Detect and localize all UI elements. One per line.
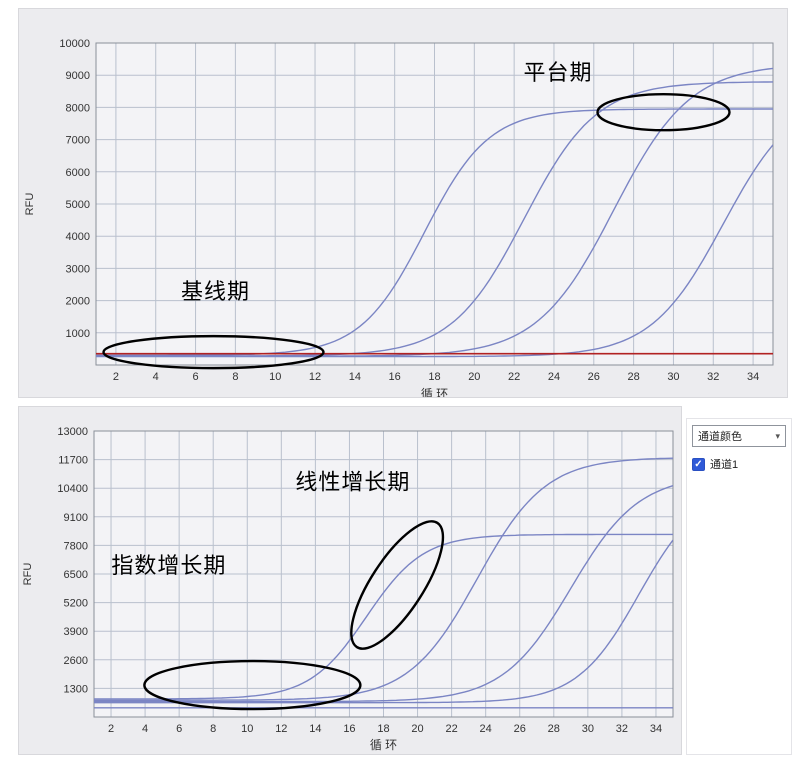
svg-text:2: 2 <box>113 371 119 383</box>
channel-panel: 通道颜色 ▾ ✓ 通道1 <box>686 418 792 755</box>
chevron-down-icon: ▾ <box>775 430 780 441</box>
svg-text:4000: 4000 <box>66 231 90 243</box>
channel-color-dropdown[interactable]: 通道颜色 ▾ <box>692 425 786 447</box>
svg-text:18: 18 <box>377 723 389 735</box>
svg-text:22: 22 <box>445 723 457 735</box>
chart-bottom-svg: 1300 2600 3900 5200 6500 7800 9100 10400 11700 13… <box>22 426 674 752</box>
svg-text:10400: 10400 <box>57 483 88 495</box>
svg-text:6: 6 <box>192 371 198 383</box>
svg-text:6: 6 <box>176 723 182 735</box>
svg-text:9100: 9100 <box>64 512 88 524</box>
svg-text:12: 12 <box>275 723 287 735</box>
svg-text:线性增长期: 线性增长期 <box>295 470 410 495</box>
svg-text:14: 14 <box>349 371 361 383</box>
svg-text:循 环: 循 环 <box>421 387 448 397</box>
svg-text:8000: 8000 <box>66 102 90 114</box>
svg-text:16: 16 <box>343 723 355 735</box>
channel-color-dropdown-label: 通道颜色 <box>698 431 742 443</box>
svg-text:10: 10 <box>241 723 253 735</box>
chart-top-svg: 1000 2000 3000 4000 5000 6000 7000 8000 9000 1000… <box>24 38 774 397</box>
channel1-label: 通道1 <box>710 459 739 471</box>
svg-text:11700: 11700 <box>58 455 88 467</box>
svg-text:28: 28 <box>627 371 639 383</box>
svg-text:12: 12 <box>309 371 321 383</box>
svg-text:1000: 1000 <box>66 328 90 340</box>
channel1-checkbox[interactable]: ✓ <box>692 457 705 471</box>
svg-text:循 环: 循 环 <box>370 738 397 752</box>
svg-text:20: 20 <box>468 371 480 383</box>
svg-text:4: 4 <box>142 723 148 735</box>
svg-text:14: 14 <box>309 723 321 735</box>
svg-text:10000: 10000 <box>59 38 90 50</box>
svg-text:1300: 1300 <box>64 683 88 695</box>
svg-text:26: 26 <box>588 371 600 383</box>
svg-text:34: 34 <box>747 371 759 383</box>
svg-text:5200: 5200 <box>64 598 88 610</box>
svg-text:RFU: RFU <box>24 193 36 216</box>
svg-text:9000: 9000 <box>66 70 90 82</box>
svg-text:22: 22 <box>508 371 520 383</box>
svg-text:指数增长期: 指数增长期 <box>111 553 226 578</box>
svg-text:30: 30 <box>582 723 594 735</box>
svg-text:8: 8 <box>210 723 216 735</box>
svg-text:6000: 6000 <box>66 167 90 179</box>
svg-text:2600: 2600 <box>64 655 88 667</box>
svg-text:24: 24 <box>480 723 492 735</box>
channel1-row[interactable]: ✓ 通道1 <box>692 456 786 472</box>
svg-text:7800: 7800 <box>64 540 88 552</box>
svg-text:4: 4 <box>153 371 159 383</box>
svg-text:16: 16 <box>389 371 401 383</box>
svg-text:26: 26 <box>514 723 526 735</box>
svg-text:7000: 7000 <box>66 135 90 147</box>
svg-text:18: 18 <box>428 371 440 383</box>
svg-text:13000: 13000 <box>57 426 88 438</box>
svg-text:10: 10 <box>269 371 281 383</box>
svg-text:20: 20 <box>411 723 423 735</box>
svg-text:6500: 6500 <box>64 569 88 581</box>
svg-text:28: 28 <box>548 723 560 735</box>
svg-text:8: 8 <box>232 371 238 383</box>
svg-text:2000: 2000 <box>66 296 90 308</box>
svg-text:RFU: RFU <box>22 563 34 586</box>
svg-text:2: 2 <box>108 723 114 735</box>
amplification-chart-top: 1000 2000 3000 4000 5000 6000 7000 8000 9000 1000… <box>18 8 788 398</box>
svg-text:3900: 3900 <box>64 626 88 638</box>
svg-text:平台期: 平台期 <box>523 60 592 85</box>
svg-text:3000: 3000 <box>66 263 90 275</box>
svg-text:32: 32 <box>707 371 719 383</box>
svg-text:5000: 5000 <box>66 199 90 211</box>
amplification-chart-bottom: 1300 2600 3900 5200 6500 7800 9100 10400 11700 13… <box>18 406 682 755</box>
svg-text:30: 30 <box>667 371 679 383</box>
svg-text:32: 32 <box>616 723 628 735</box>
svg-text:24: 24 <box>548 371 560 383</box>
svg-text:基线期: 基线期 <box>181 279 250 304</box>
svg-text:34: 34 <box>650 723 662 735</box>
